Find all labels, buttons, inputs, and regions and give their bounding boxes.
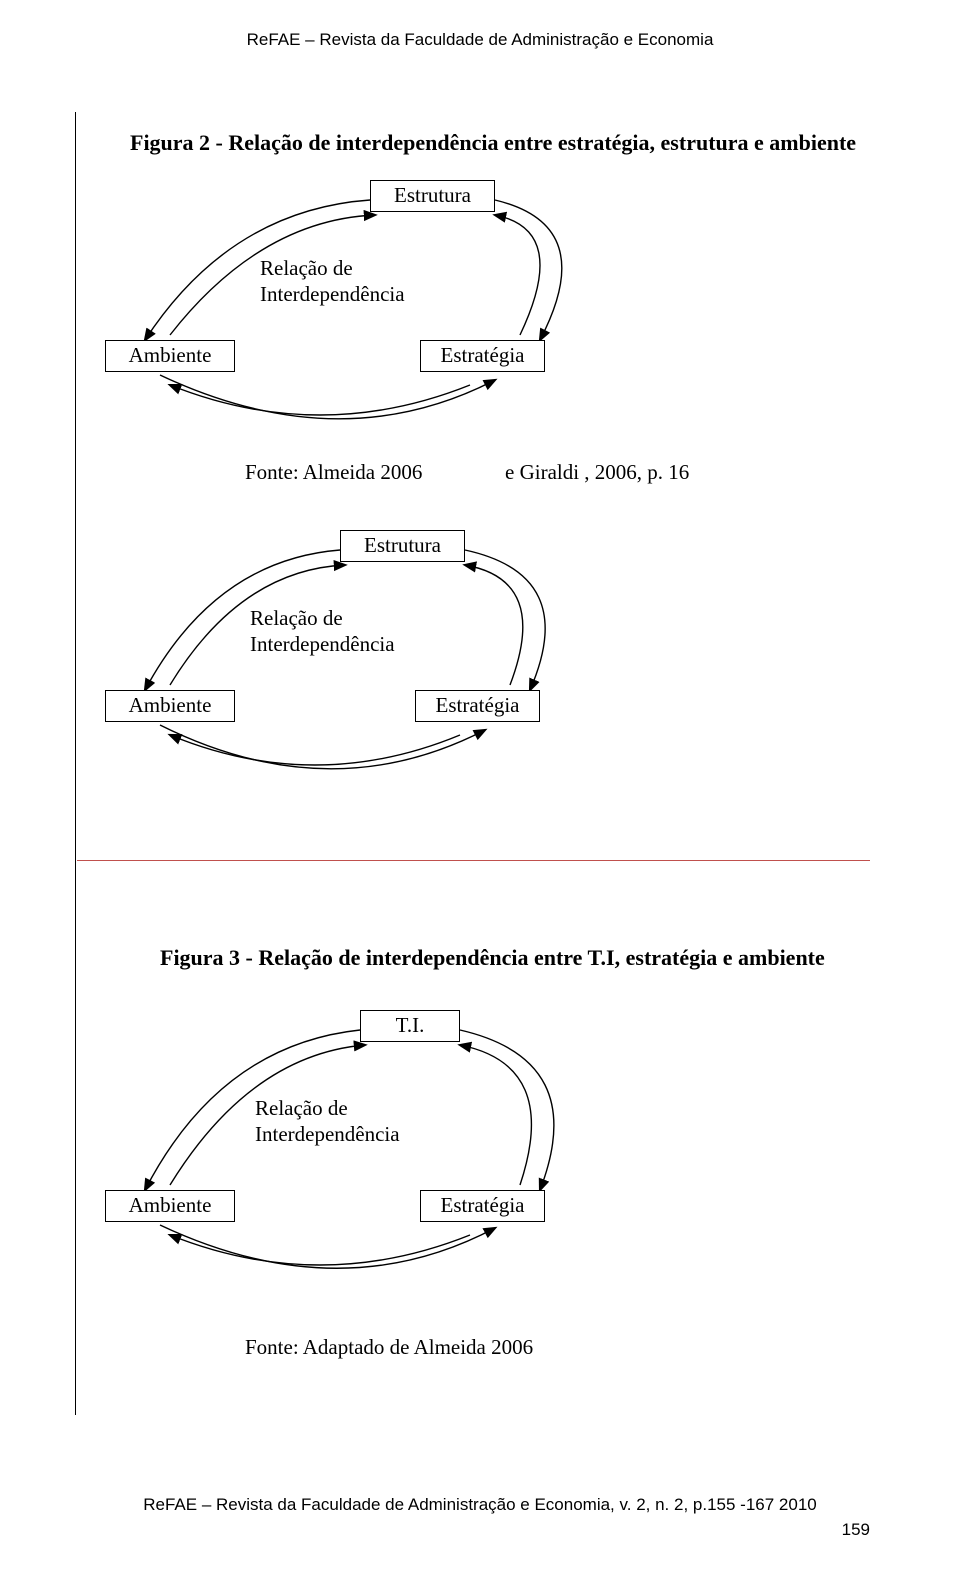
figure2b-node-estrategia: Estratégia (415, 690, 540, 722)
figure2-node-estrutura: Estrutura (370, 180, 495, 212)
figure3-node-ambiente: Ambiente (105, 1190, 235, 1222)
figure2-title: Figura 2 - Relação de interdependência e… (130, 130, 856, 156)
figure3-title: Figura 3 - Relação de interdependência e… (160, 945, 825, 971)
figure2-node-estrategia: Estratégia (420, 340, 545, 372)
page: ReFAE – Revista da Faculdade de Administ… (0, 0, 960, 1570)
figure3-caption: Fonte: Adaptado de Almeida 2006 (245, 1335, 533, 1360)
figure2-caption-left: Fonte: Almeida 2006 (245, 460, 422, 485)
figure2-relation-label: Relação de Interdependência (260, 255, 405, 308)
figure3-relation-line1: Relação de (255, 1096, 348, 1120)
figure2-caption-right: e Giraldi , 2006, p. 16 (505, 460, 689, 485)
figure3-node-estrategia: Estratégia (420, 1190, 545, 1222)
figure3-relation-line2: Interdependência (255, 1122, 400, 1146)
figure2b-node-ambiente: Ambiente (105, 690, 235, 722)
page-header: ReFAE – Revista da Faculdade de Administ… (0, 30, 960, 50)
page-footer: ReFAE – Revista da Faculdade de Administ… (0, 1495, 960, 1515)
figure2b-relation-line2: Interdependência (250, 632, 395, 656)
figure2-relation-line1: Relação de (260, 256, 353, 280)
figure3-node-ti: T.I. (360, 1010, 460, 1042)
figure3-relation-label: Relação de Interdependência (255, 1095, 400, 1148)
horizontal-rule (77, 860, 870, 861)
figure2b-relation-label: Relação de Interdependência (250, 605, 395, 658)
vertical-rule (75, 112, 76, 1415)
figure2-node-ambiente: Ambiente (105, 340, 235, 372)
figure2b-relation-line1: Relação de (250, 606, 343, 630)
figure2-relation-line2: Interdependência (260, 282, 405, 306)
page-number: 159 (842, 1520, 870, 1540)
figure2b-node-estrutura: Estrutura (340, 530, 465, 562)
